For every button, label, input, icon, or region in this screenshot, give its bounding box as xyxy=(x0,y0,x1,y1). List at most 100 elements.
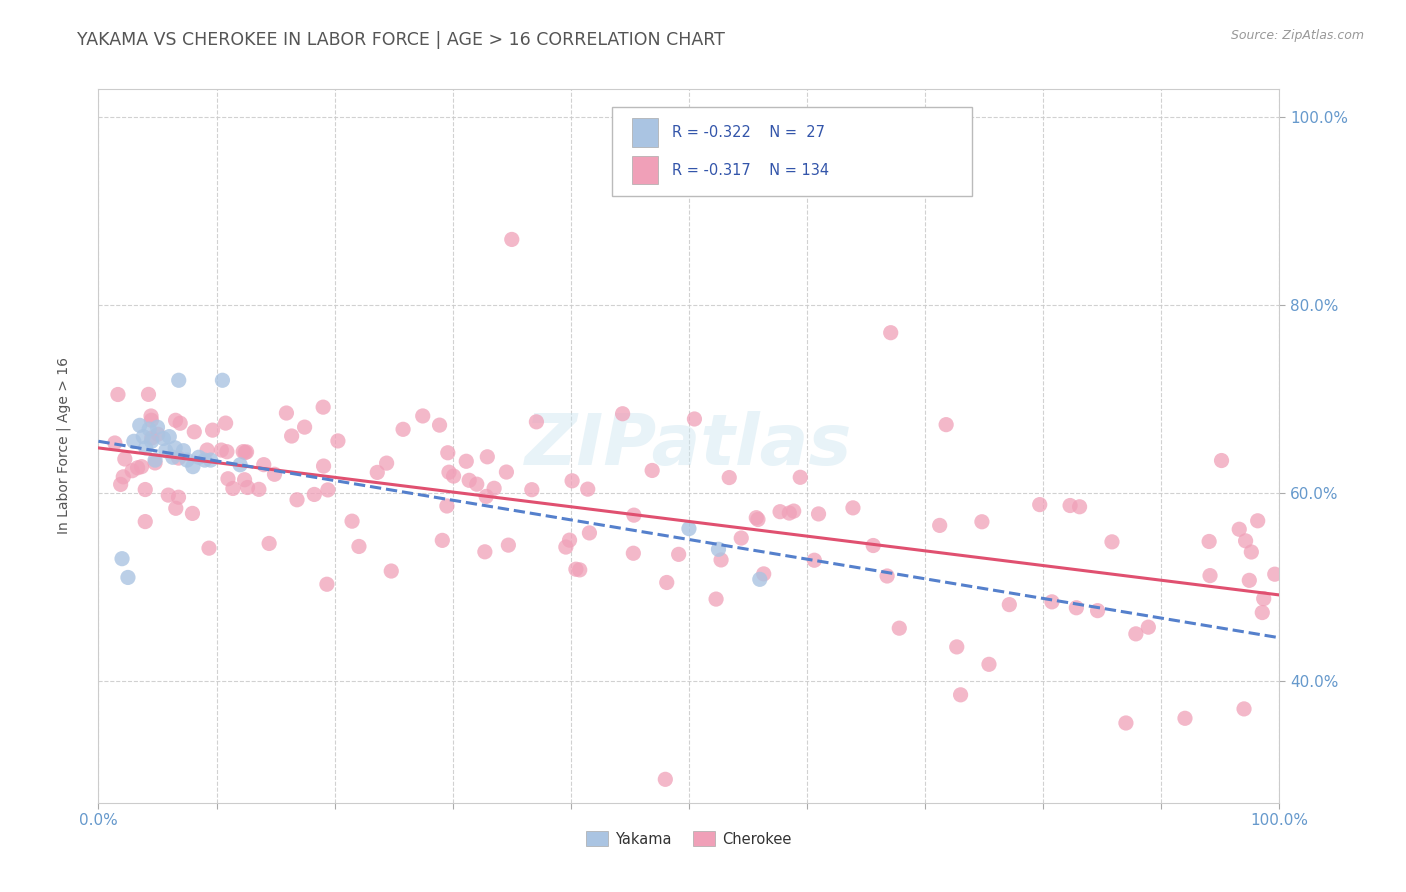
Point xyxy=(194,453,217,467)
Point xyxy=(1040,595,1063,609)
Point xyxy=(157,488,180,502)
Legend: Yakama, Cherokee: Yakama, Cherokee xyxy=(581,825,797,853)
Point xyxy=(141,413,163,427)
Point xyxy=(392,422,415,436)
Point xyxy=(112,470,135,484)
Point xyxy=(375,456,398,470)
Point xyxy=(122,434,145,449)
Text: In Labor Force | Age > 16: In Labor Force | Age > 16 xyxy=(56,358,70,534)
Point xyxy=(1115,716,1137,731)
Point xyxy=(340,514,363,528)
Point xyxy=(138,422,160,436)
Point xyxy=(436,446,458,460)
Point xyxy=(157,429,180,443)
Point xyxy=(276,406,298,420)
Point xyxy=(748,572,770,586)
Point xyxy=(146,427,169,442)
Point xyxy=(949,688,972,702)
Point xyxy=(443,469,465,483)
Point xyxy=(165,441,187,455)
Point xyxy=(1233,702,1256,716)
Point xyxy=(456,454,478,468)
Point xyxy=(501,232,523,246)
Point xyxy=(718,470,741,484)
Point xyxy=(1069,500,1091,514)
Point xyxy=(945,640,967,654)
Point xyxy=(668,547,690,561)
Point xyxy=(143,456,166,470)
Point xyxy=(152,432,174,446)
Point xyxy=(482,481,505,495)
Point xyxy=(1137,620,1160,634)
Point xyxy=(172,443,194,458)
Point xyxy=(131,459,153,474)
Point xyxy=(135,441,157,455)
Point xyxy=(437,465,460,479)
Point xyxy=(187,450,209,465)
Point xyxy=(474,545,496,559)
Point xyxy=(181,507,204,521)
Point xyxy=(132,429,155,443)
Point xyxy=(655,575,678,590)
Text: Source: ZipAtlas.com: Source: ZipAtlas.com xyxy=(1230,29,1364,42)
Point xyxy=(183,425,205,439)
Point xyxy=(1199,568,1222,582)
Point xyxy=(477,450,499,464)
Point xyxy=(200,453,222,467)
Point xyxy=(745,510,768,524)
Point xyxy=(465,477,488,491)
Point xyxy=(316,577,339,591)
Point xyxy=(117,570,139,584)
Point xyxy=(621,546,644,560)
Point xyxy=(294,420,316,434)
Point xyxy=(263,467,285,482)
Point xyxy=(366,466,388,480)
Point xyxy=(167,451,190,466)
Point xyxy=(623,508,645,523)
Point xyxy=(215,444,238,458)
Point xyxy=(316,483,339,497)
Point xyxy=(121,464,143,478)
Point xyxy=(1234,533,1257,548)
Point xyxy=(475,490,498,504)
Point xyxy=(211,373,233,387)
Point xyxy=(162,450,184,465)
Point xyxy=(641,463,664,477)
Point xyxy=(104,436,127,450)
Point xyxy=(176,453,198,467)
Point xyxy=(233,445,256,459)
Point xyxy=(304,487,326,501)
Point xyxy=(970,515,993,529)
Point xyxy=(247,483,270,497)
Point xyxy=(1264,567,1286,582)
Point xyxy=(1101,534,1123,549)
Point xyxy=(789,470,811,484)
Point xyxy=(977,657,1000,672)
Point xyxy=(1059,499,1081,513)
Text: ZIPatlas: ZIPatlas xyxy=(526,411,852,481)
Point xyxy=(1028,498,1050,512)
Point xyxy=(1239,574,1261,588)
Point xyxy=(165,501,187,516)
Point xyxy=(138,387,160,401)
Point xyxy=(568,563,591,577)
Point xyxy=(1066,600,1088,615)
Point xyxy=(233,473,256,487)
Point xyxy=(998,598,1021,612)
Point xyxy=(683,412,706,426)
Point xyxy=(558,533,581,548)
Point xyxy=(495,465,517,479)
Point xyxy=(576,482,599,496)
Point xyxy=(134,483,156,497)
Point xyxy=(201,423,224,437)
Point xyxy=(1251,606,1274,620)
Point xyxy=(678,522,700,536)
Point xyxy=(139,409,162,423)
Point xyxy=(285,492,308,507)
FancyBboxPatch shape xyxy=(633,156,658,185)
Point xyxy=(280,429,302,443)
Point xyxy=(217,472,239,486)
Point xyxy=(554,540,576,554)
Point xyxy=(110,477,132,491)
Point xyxy=(935,417,957,432)
